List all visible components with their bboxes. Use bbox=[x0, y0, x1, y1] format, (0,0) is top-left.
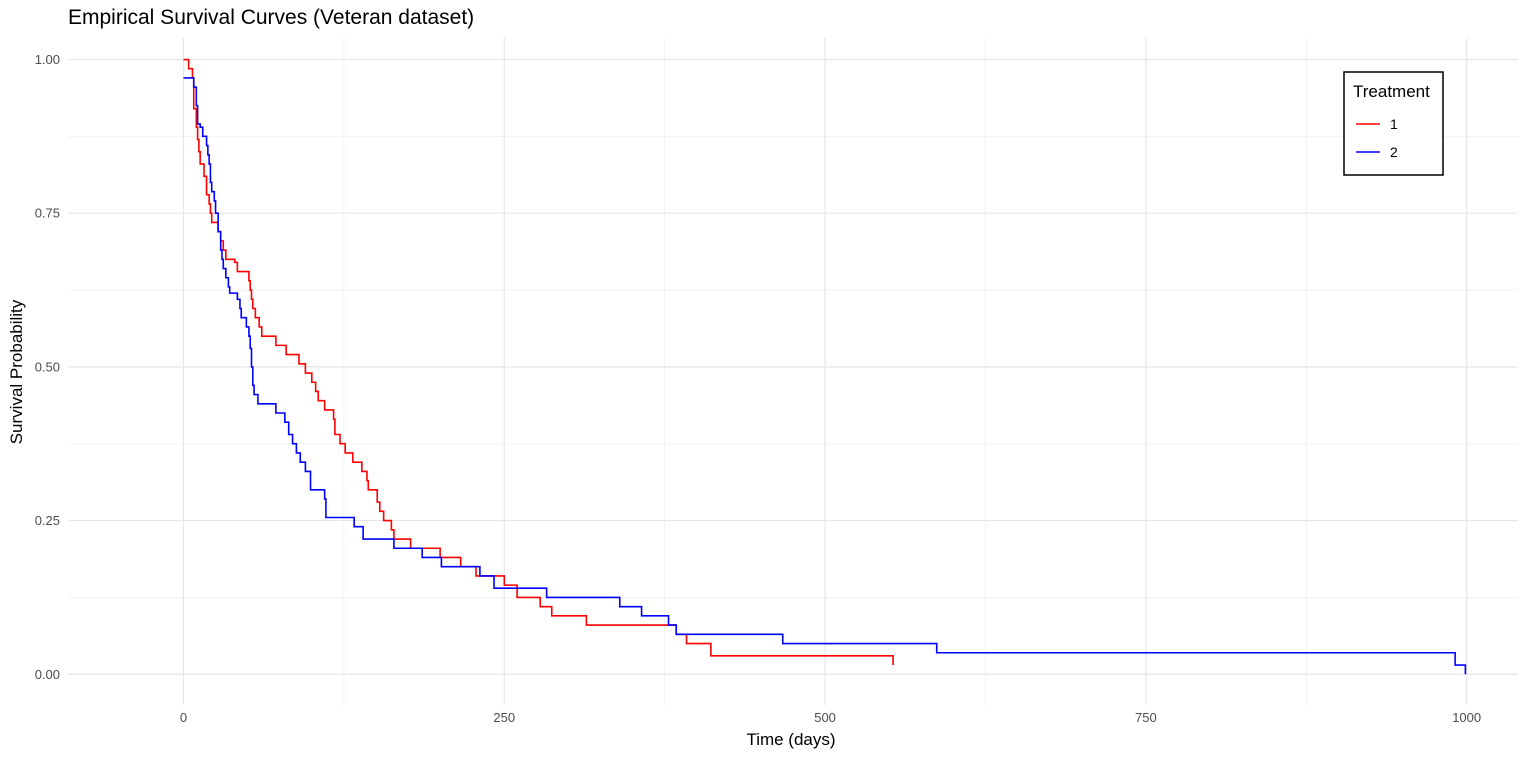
x-tick-label: 0 bbox=[180, 710, 187, 725]
minor-grid bbox=[68, 38, 1518, 705]
legend: Treatment 12 bbox=[1343, 71, 1444, 176]
x-tick-label: 750 bbox=[1135, 710, 1157, 725]
legend-label-2: 2 bbox=[1390, 144, 1398, 160]
y-tick-label: 0.25 bbox=[35, 513, 60, 528]
y-axis-ticks: 0.00 0.25 0.50 0.75 1.00 bbox=[35, 52, 60, 682]
y-tick-label: 0.00 bbox=[35, 667, 60, 682]
chart-title: Empirical Survival Curves (Veteran datas… bbox=[68, 6, 474, 29]
y-axis-title: Survival Probability bbox=[7, 299, 26, 444]
x-tick-label: 1000 bbox=[1452, 710, 1481, 725]
series-line-2 bbox=[183, 77, 1467, 675]
y-tick-label: 1.00 bbox=[35, 52, 60, 67]
x-tick-label: 250 bbox=[493, 710, 515, 725]
x-tick-label: 500 bbox=[814, 710, 836, 725]
legend-items: 12 bbox=[1356, 116, 1398, 160]
x-axis-title: Time (days) bbox=[746, 730, 835, 749]
x-axis-ticks: 0 250 500 750 1000 bbox=[180, 710, 1481, 725]
series-layer bbox=[183, 58, 1467, 675]
legend-label-1: 1 bbox=[1390, 116, 1398, 132]
major-grid bbox=[68, 38, 1518, 705]
y-tick-label: 0.75 bbox=[35, 206, 60, 221]
legend-title: Treatment bbox=[1353, 82, 1430, 101]
series-line-1 bbox=[183, 58, 894, 666]
y-tick-label: 0.50 bbox=[35, 359, 60, 374]
